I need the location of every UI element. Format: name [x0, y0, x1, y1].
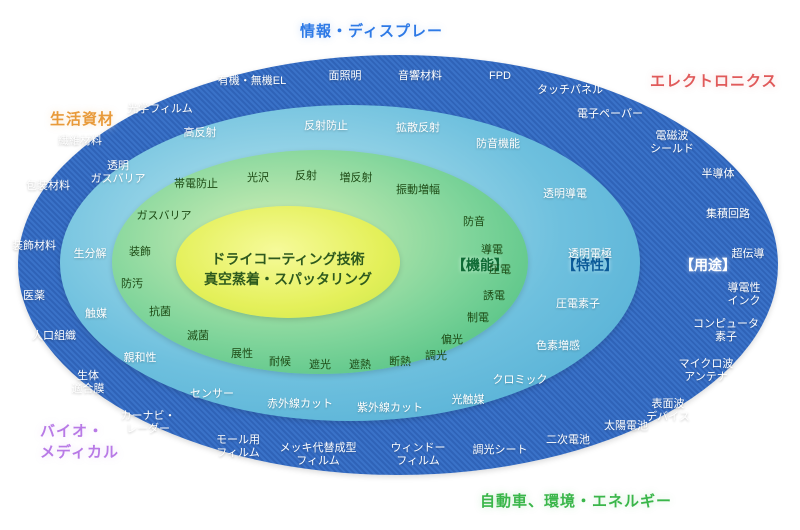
term-applications: カーナビ・レーダー — [121, 410, 176, 435]
term-applications: 表面波デバイス — [646, 398, 690, 423]
term-applications: タッチパネル — [537, 84, 603, 97]
term-functions: 遮熱 — [349, 359, 371, 372]
label-bio-medical: バイオ・メディカル — [40, 420, 119, 462]
term-applications: 生体適合膜 — [72, 370, 105, 395]
term-properties: 透明ガスバリア — [91, 160, 146, 185]
term-functions: 光沢 — [247, 172, 269, 185]
term-applications: 繊維材料 — [58, 135, 102, 148]
term-properties: 触媒 — [85, 308, 107, 321]
term-applications: 人口組織 — [32, 330, 76, 343]
term-functions: 防音 — [463, 216, 485, 229]
core-line2: 真空蒸着・スパッタリング — [204, 271, 372, 287]
term-functions: 偏光 — [441, 334, 463, 347]
term-properties: 光触媒 — [452, 394, 485, 407]
term-properties: 防音機能 — [476, 138, 520, 151]
term-functions: 耐候 — [269, 356, 291, 369]
term-applications: マイクロ波アンテナ — [679, 358, 734, 383]
term-functions: ガスバリア — [137, 210, 192, 223]
term-functions: 振動増幅 — [396, 184, 440, 197]
term-applications: FPD — [489, 70, 511, 83]
term-applications: 光学フィルム — [127, 103, 193, 116]
term-applications: 面照明 — [329, 70, 362, 83]
term-applications: 包装材料 — [26, 180, 70, 193]
term-functions: 誘電 — [483, 290, 505, 303]
term-properties: クロミック — [493, 374, 548, 387]
term-properties: 透明電極 — [568, 248, 612, 261]
term-functions: 滅菌 — [187, 330, 209, 343]
term-functions: 圧電 — [489, 264, 511, 277]
term-applications: 二次電池 — [546, 434, 590, 447]
term-properties: 拡散反射 — [396, 122, 440, 135]
term-properties: 紫外線カット — [357, 402, 423, 415]
term-functions: 導電 — [481, 244, 503, 257]
core-line1: ドライコーティング技術 — [211, 251, 364, 267]
term-applications: 導電性インク — [728, 282, 761, 307]
term-applications: 装飾材料 — [12, 240, 56, 253]
term-functions: 制電 — [467, 312, 489, 325]
label-living-materials: 生活資材 — [50, 108, 114, 129]
term-applications: 電磁波シールド — [650, 130, 694, 155]
term-functions: 断熱 — [389, 356, 411, 369]
term-applications: 集積回路 — [706, 208, 750, 221]
term-applications: 半導体 — [702, 168, 735, 181]
term-functions: 展性 — [231, 348, 253, 361]
term-applications: モール用フィルム — [216, 434, 260, 459]
term-functions: 装飾 — [129, 246, 151, 259]
term-applications: コンピュータ素子 — [693, 318, 759, 343]
label-electronics: エレクトロニクス — [650, 70, 778, 91]
term-applications: 医薬 — [23, 290, 45, 303]
term-properties: 生分解 — [74, 248, 107, 261]
term-properties: センサー — [190, 388, 234, 401]
term-properties: 親和性 — [124, 352, 157, 365]
term-properties: 赤外線カット — [267, 398, 333, 411]
term-applications: 超伝導 — [732, 248, 765, 261]
term-functions: 増反射 — [340, 172, 373, 185]
term-applications: メッキ代替成型フィルム — [280, 442, 357, 467]
diagram-stage: 【用途】 【特性】 【機能】 ドライコーティング技術 真空蒸着・スパッタリング … — [0, 0, 800, 530]
core-title: ドライコーティング技術 真空蒸着・スパッタリング — [204, 250, 372, 289]
term-applications: 音響材料 — [398, 70, 442, 83]
term-functions: 抗菌 — [149, 306, 171, 319]
term-applications: 有機・無機EL — [218, 75, 286, 88]
term-applications: 太陽電池 — [604, 420, 648, 433]
term-functions: 反射 — [295, 170, 317, 183]
term-properties: 反射防止 — [304, 120, 348, 133]
term-properties: 高反射 — [184, 127, 217, 140]
ring-title-applications: 【用途】 — [680, 255, 736, 275]
term-functions: 帯電防止 — [174, 178, 218, 191]
term-functions: 防汚 — [121, 278, 143, 291]
term-applications: 調光シート — [473, 444, 528, 457]
term-functions: 遮光 — [309, 359, 331, 372]
term-properties: 透明導電 — [543, 188, 587, 201]
term-properties: 色素増感 — [536, 340, 580, 353]
term-applications: 電子ペーパー — [577, 108, 643, 121]
label-auto-energy: 自動車、環境・エネルギー — [480, 490, 672, 511]
term-functions: 調光 — [425, 350, 447, 363]
term-applications: ウィンドーフィルム — [391, 442, 446, 467]
label-info-display: 情報・ディスプレー — [300, 20, 443, 41]
term-properties: 圧電素子 — [556, 298, 600, 311]
